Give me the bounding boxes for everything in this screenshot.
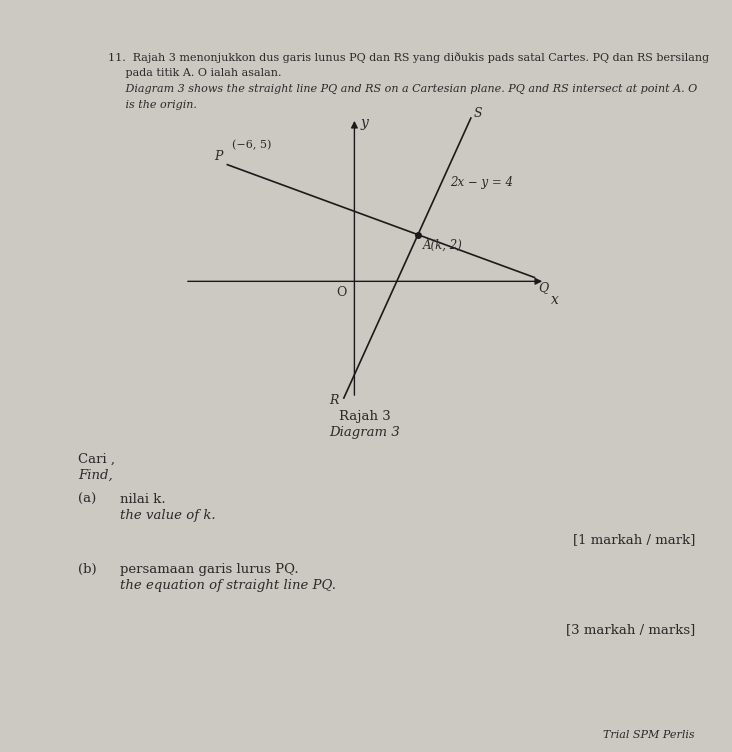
Text: Find,: Find, xyxy=(78,469,113,482)
Text: x: x xyxy=(551,293,559,307)
Text: S: S xyxy=(474,107,482,120)
Text: [3 markah / marks]: [3 markah / marks] xyxy=(566,623,695,636)
Text: (a): (a) xyxy=(78,493,96,506)
Text: Diagram 3 shows the straight line PQ and RS on a Cartesian plane. PQ and RS inte: Diagram 3 shows the straight line PQ and… xyxy=(108,84,698,94)
Text: persamaan garis lurus PQ.: persamaan garis lurus PQ. xyxy=(120,563,299,576)
Text: Diagram 3: Diagram 3 xyxy=(329,426,400,439)
Text: 11.  Rajah 3 menonjukkon dus garis lunus PQ dan RS yang diðukis pads satal Carte: 11. Rajah 3 menonjukkon dus garis lunus … xyxy=(108,52,709,63)
Text: Rajah 3: Rajah 3 xyxy=(339,410,391,423)
Text: the value of k.: the value of k. xyxy=(120,509,216,522)
Text: pada titik A. O ialah asalan.: pada titik A. O ialah asalan. xyxy=(108,68,282,78)
Text: the equation of straight line PQ.: the equation of straight line PQ. xyxy=(120,579,336,592)
Text: y: y xyxy=(361,116,369,129)
Text: R: R xyxy=(329,394,339,407)
Text: P: P xyxy=(214,150,223,162)
Text: (−6, 5): (−6, 5) xyxy=(232,141,272,150)
Text: nilai k.: nilai k. xyxy=(120,493,165,506)
Text: (b): (b) xyxy=(78,563,97,576)
Text: Trial SPM Perlis: Trial SPM Perlis xyxy=(603,730,695,740)
Text: 2x − y = 4: 2x − y = 4 xyxy=(449,176,512,190)
Text: O: O xyxy=(336,287,346,299)
Text: Cari ,: Cari , xyxy=(78,453,115,466)
Text: [1 markah / mark]: [1 markah / mark] xyxy=(572,533,695,546)
Text: is the origin.: is the origin. xyxy=(108,100,197,110)
Text: A(k, 2): A(k, 2) xyxy=(423,238,463,252)
Text: Q: Q xyxy=(539,281,549,295)
